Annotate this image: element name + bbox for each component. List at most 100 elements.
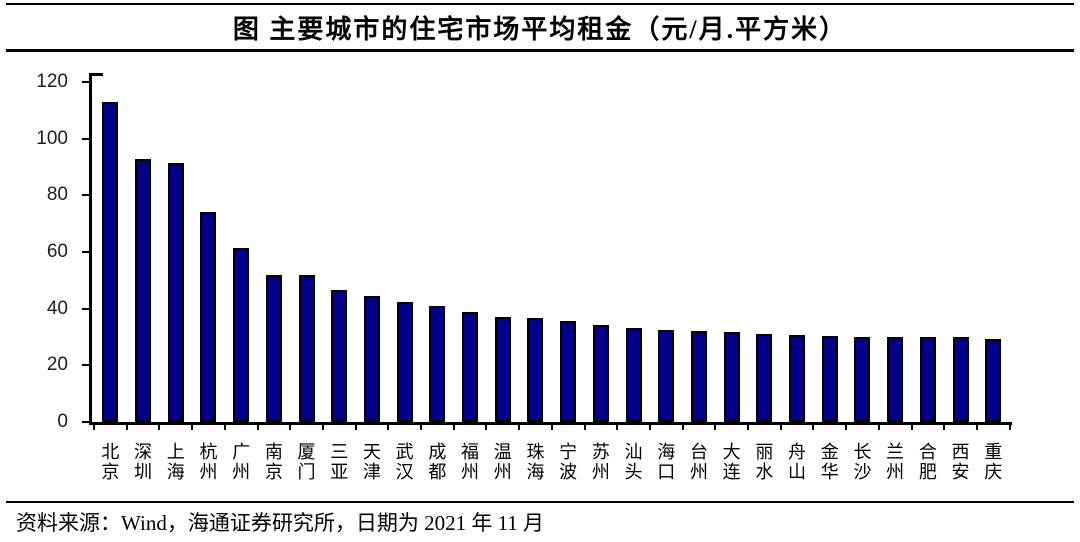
y-axis-tick xyxy=(82,307,89,310)
y-axis-tick xyxy=(82,364,89,367)
x-axis-tick xyxy=(289,425,292,430)
bar-label: 金 华 xyxy=(820,442,839,482)
x-axis-tick xyxy=(616,425,619,430)
x-axis-tick xyxy=(910,425,913,430)
x-axis-tick xyxy=(387,425,390,430)
bar-label: 西 安 xyxy=(951,442,970,482)
bar-label: 珠 海 xyxy=(526,442,545,482)
y-axis-tick-label: 0 xyxy=(57,411,68,432)
bar xyxy=(363,295,380,422)
bar xyxy=(396,301,413,422)
top-rule xyxy=(6,3,1074,5)
x-axis-tick xyxy=(779,425,782,430)
x-axis-tick xyxy=(648,425,651,430)
x-axis-tick xyxy=(223,425,226,430)
bar-label: 深 圳 xyxy=(134,442,153,482)
y-axis-top-cap xyxy=(89,73,103,76)
rent-bar-chart: 0 20 40 60 80 100 120 北 京深 圳上 海杭 州广 州南 京厦 门三 亚天… xyxy=(0,60,1080,500)
bar-label: 上 海 xyxy=(166,442,185,482)
bar xyxy=(233,248,250,422)
bar xyxy=(331,289,348,422)
bar-label: 杭 州 xyxy=(199,442,218,482)
bar xyxy=(854,337,871,422)
bar xyxy=(135,158,152,422)
x-axis-tick xyxy=(485,425,488,430)
x-axis-tick xyxy=(943,425,946,430)
bar xyxy=(265,274,282,422)
bar-label: 长 沙 xyxy=(853,442,872,482)
bar xyxy=(494,317,511,422)
y-axis-tick-label: 80 xyxy=(46,184,68,206)
bar xyxy=(723,332,740,422)
x-axis-tick xyxy=(158,425,161,430)
bar-label: 台 州 xyxy=(689,442,708,482)
bar-label: 武 汉 xyxy=(395,442,414,482)
bar xyxy=(592,325,609,422)
x-axis-tick xyxy=(714,425,717,430)
y-axis-tick-label: 120 xyxy=(36,71,68,92)
x-axis-tick xyxy=(125,425,128,430)
bar xyxy=(887,337,904,422)
source-note: 资料来源：Wind，海通证券研究所，日期为 2021 年 11 月 xyxy=(16,511,545,535)
bar-label: 三 亚 xyxy=(330,442,349,482)
x-axis-tick xyxy=(845,425,848,430)
bar-label: 成 都 xyxy=(428,442,447,482)
x-axis-tick xyxy=(321,425,324,430)
bar xyxy=(429,305,446,422)
bar-label: 天 津 xyxy=(362,442,381,482)
x-axis-tick xyxy=(191,425,194,430)
bar-label: 厦 门 xyxy=(297,442,316,482)
bar xyxy=(560,321,577,422)
x-axis-tick xyxy=(1008,425,1011,430)
bar xyxy=(658,329,675,422)
x-axis-tick xyxy=(583,425,586,430)
x-axis-tick xyxy=(812,425,815,430)
x-axis-tick xyxy=(354,425,357,430)
y-axis-tick-label: 40 xyxy=(46,297,68,319)
bar xyxy=(527,318,544,422)
y-axis-tick xyxy=(82,421,89,423)
figure-title: 图 主要城市的住宅市场平均租金（元/月.平方米） xyxy=(232,14,848,44)
bar xyxy=(952,337,969,422)
bar-label: 舟 山 xyxy=(788,442,807,482)
bar-label: 丽 水 xyxy=(755,442,774,482)
x-axis-tick xyxy=(975,425,978,430)
bar-label: 合 肥 xyxy=(918,442,937,482)
y-axis-line xyxy=(89,73,92,425)
bar-label: 汕 头 xyxy=(624,442,643,482)
bar xyxy=(756,333,773,422)
bar-label: 福 州 xyxy=(461,442,480,482)
bar-label: 温 州 xyxy=(493,442,512,482)
bar xyxy=(200,212,217,422)
x-axis-tick xyxy=(877,425,880,430)
bar xyxy=(919,337,936,422)
bar xyxy=(462,311,479,422)
y-axis-tick xyxy=(82,251,89,253)
bar-label: 北 京 xyxy=(101,442,120,482)
y-axis-tick xyxy=(82,137,89,140)
x-axis-tick xyxy=(518,425,521,430)
bar xyxy=(625,327,642,422)
bar xyxy=(690,331,707,422)
bar-label: 苏 州 xyxy=(591,442,610,482)
bar xyxy=(985,338,1002,422)
bar-label: 重 庆 xyxy=(984,442,1003,482)
x-axis-tick xyxy=(420,425,422,430)
y-axis-tick xyxy=(82,81,89,83)
x-axis-tick xyxy=(256,425,259,430)
x-axis-tick xyxy=(747,425,749,430)
bar-label: 广 州 xyxy=(232,442,251,482)
bar xyxy=(821,335,838,422)
bar-label: 兰 州 xyxy=(886,442,905,482)
bar xyxy=(102,102,119,422)
bar-label: 大 连 xyxy=(722,442,741,482)
y-axis-tick xyxy=(82,194,89,197)
x-axis-tick xyxy=(93,425,95,430)
bar-label: 南 京 xyxy=(264,442,283,482)
x-axis-tick xyxy=(550,425,553,430)
source-divider-rule xyxy=(6,501,1074,503)
bar xyxy=(298,274,315,422)
bar xyxy=(167,163,184,422)
bar xyxy=(789,335,806,422)
